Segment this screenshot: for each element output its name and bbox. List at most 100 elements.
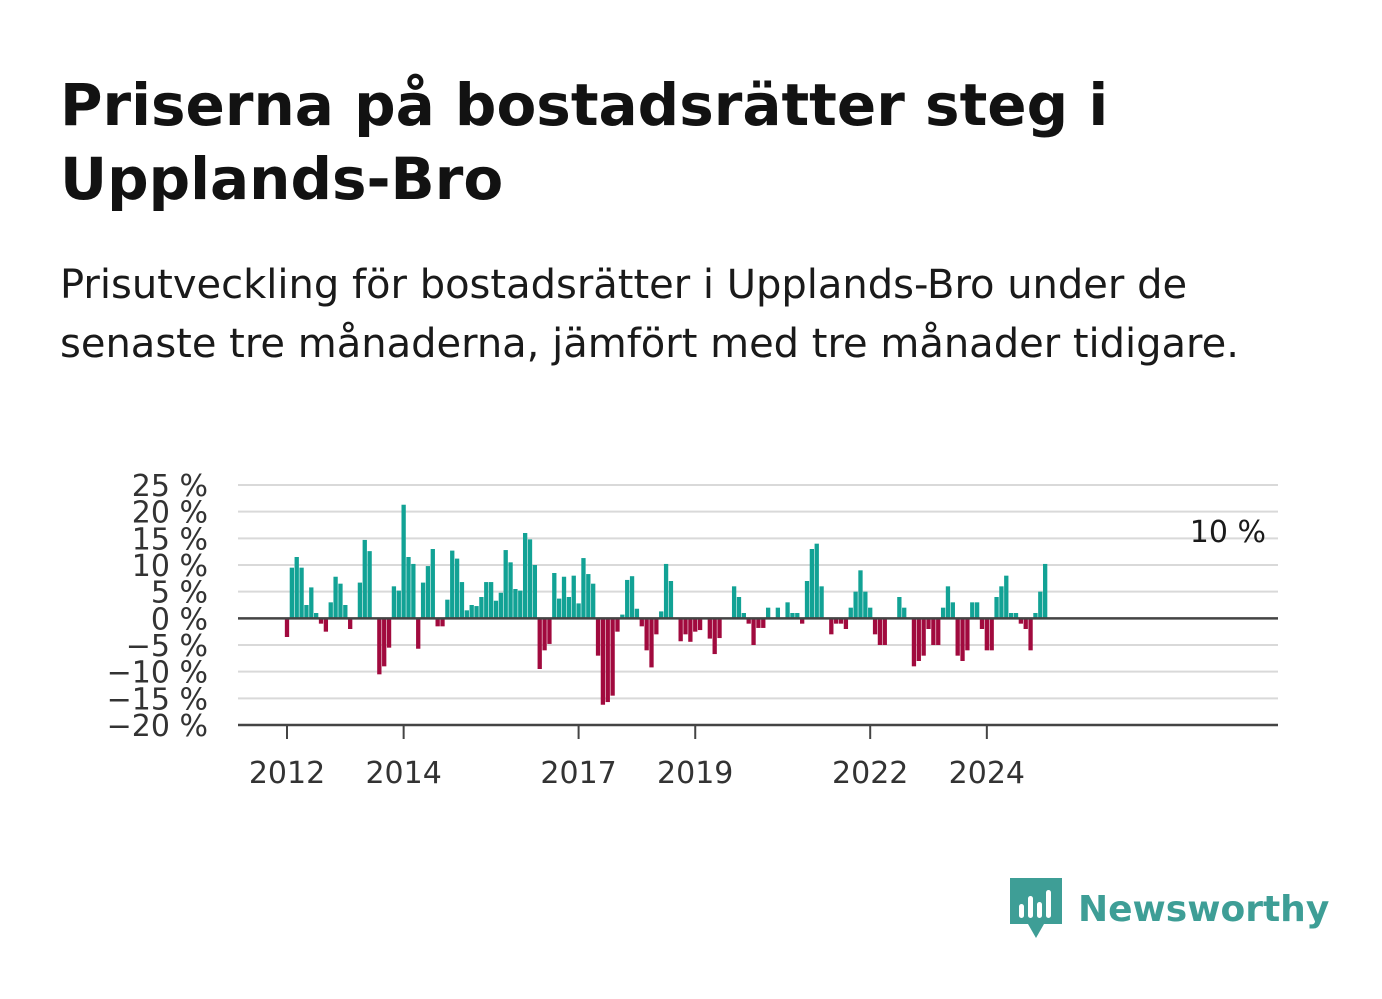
bar <box>595 618 601 656</box>
x-tick-label: 2019 <box>657 756 733 791</box>
bar <box>644 618 649 651</box>
bar <box>561 576 567 619</box>
x-tick-labels: 2012 2014 2017 2019 2022 2024 <box>249 756 1025 791</box>
bar <box>921 618 926 656</box>
bar <box>454 558 460 619</box>
bar <box>960 618 965 661</box>
bar <box>931 618 936 645</box>
bar <box>537 618 542 669</box>
x-tick-label: 2014 <box>365 756 441 791</box>
bar <box>654 618 659 635</box>
bar <box>746 618 751 624</box>
newsworthy-logo: Newsworthy <box>1010 878 1329 940</box>
bar <box>503 550 508 619</box>
bar <box>668 581 674 619</box>
bar-chart: 25 %20 %15 %10 %5 %0 %−5 %−10 %−15 %−20 … <box>107 469 1278 791</box>
bar <box>459 582 465 619</box>
bar <box>965 618 970 651</box>
bar <box>712 618 717 655</box>
bar <box>868 607 873 619</box>
bar <box>863 591 868 619</box>
bar <box>406 557 411 619</box>
bar <box>314 613 319 619</box>
y-tick-label: 0 % <box>151 602 208 637</box>
bar <box>508 562 513 619</box>
bar <box>513 589 518 619</box>
bar <box>838 618 844 624</box>
bar <box>697 618 703 631</box>
bar <box>294 557 299 619</box>
bar <box>284 618 290 637</box>
bar <box>795 613 800 619</box>
bar <box>484 582 489 619</box>
bar <box>1038 591 1043 619</box>
bar <box>785 602 790 619</box>
y-tick-labels: 25 %20 %15 %10 %5 %0 %−5 %−10 %−15 %−20 … <box>107 469 208 744</box>
bar <box>591 583 596 619</box>
bar <box>663 563 669 619</box>
bar <box>731 586 737 619</box>
bar <box>829 618 834 635</box>
bar <box>479 597 484 619</box>
bar <box>678 618 683 642</box>
bar <box>974 602 980 619</box>
bar <box>338 583 343 619</box>
bar <box>688 618 693 642</box>
y-tick-label: 20 % <box>132 496 208 531</box>
bar <box>848 607 853 619</box>
y-tick-label: 25 % <box>132 469 208 504</box>
bar <box>542 618 547 651</box>
bar <box>945 586 951 619</box>
bar <box>717 618 722 639</box>
bar <box>1008 613 1014 619</box>
bar <box>382 618 387 667</box>
bar <box>600 618 606 705</box>
bar <box>790 613 795 619</box>
bar <box>328 602 333 619</box>
bar <box>1028 618 1033 651</box>
x-tick-label: 2012 <box>249 756 325 791</box>
x-tick-label: 2017 <box>540 756 616 791</box>
bar <box>761 618 766 628</box>
bar <box>629 576 635 619</box>
bar <box>693 618 698 632</box>
bar <box>401 504 406 619</box>
bar <box>450 550 455 619</box>
bar <box>425 566 431 619</box>
bar <box>435 618 440 627</box>
bar <box>756 618 761 628</box>
bar <box>989 618 994 651</box>
y-tick-label: −5 % <box>126 629 208 664</box>
bar <box>566 597 572 619</box>
x-tick-label: 2024 <box>949 756 1025 791</box>
bar <box>552 573 557 619</box>
bar <box>474 606 479 619</box>
bar <box>955 618 960 656</box>
bar <box>518 590 523 619</box>
axes <box>238 617 1278 739</box>
bar <box>498 592 503 619</box>
bar <box>1023 618 1028 629</box>
bar <box>411 563 416 619</box>
bar <box>615 618 620 632</box>
y-tick-label: −15 % <box>107 682 208 717</box>
chart-title: Priserna på bostadsrätter steg i Uppland… <box>60 71 1109 213</box>
bar <box>391 586 397 619</box>
bar <box>445 599 450 619</box>
newsworthy-logo-icon <box>1010 878 1062 938</box>
bar <box>872 618 878 635</box>
bar <box>994 597 999 619</box>
bar <box>970 602 975 619</box>
bar <box>289 567 295 619</box>
bar <box>804 581 810 619</box>
bar <box>902 607 907 619</box>
chart-subtitle: Prisutveckling för bostadsrätter i Uppla… <box>60 262 1239 367</box>
bar <box>527 539 533 619</box>
bar <box>1033 613 1038 619</box>
bar <box>416 618 421 649</box>
bar <box>547 618 552 644</box>
bar <box>683 618 688 635</box>
bar <box>809 549 815 619</box>
bar <box>984 618 989 651</box>
bar <box>610 618 615 696</box>
